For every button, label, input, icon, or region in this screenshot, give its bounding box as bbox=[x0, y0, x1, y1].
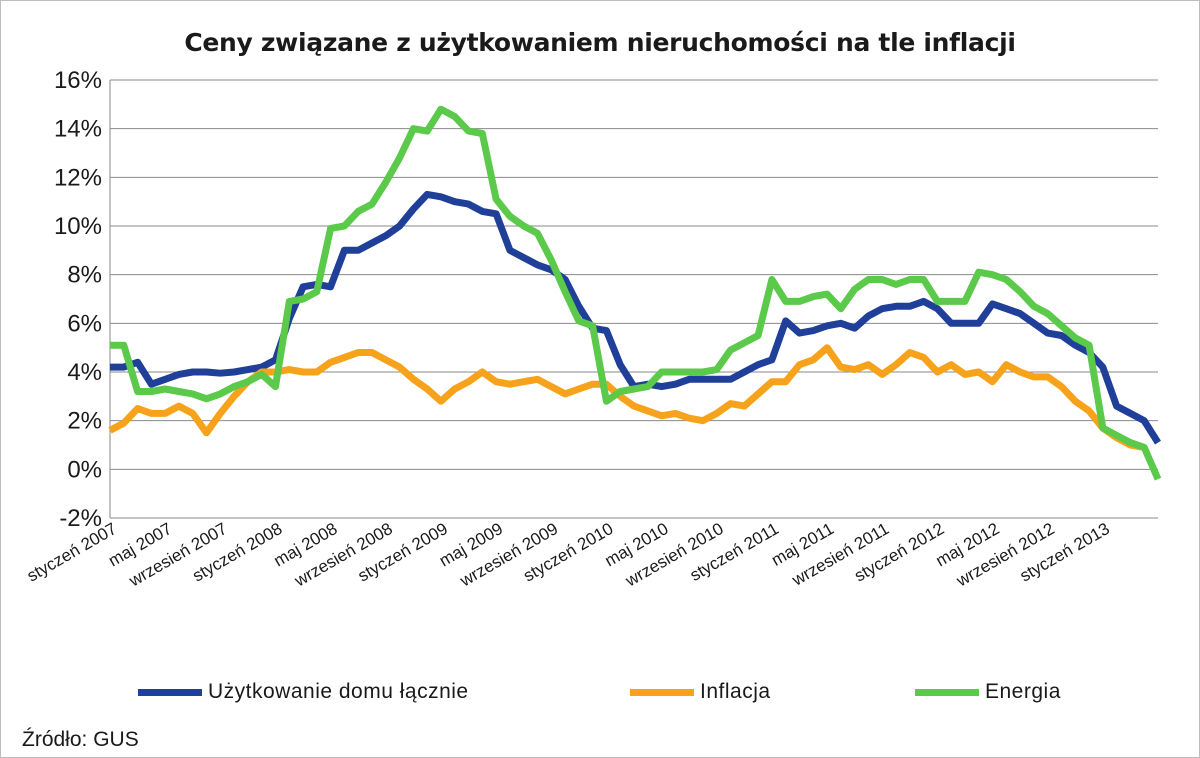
series-line bbox=[108, 344, 1145, 451]
y-tick-label: 14% bbox=[54, 116, 102, 143]
legend-swatch-inflacja bbox=[630, 688, 694, 696]
legend-label-energia: Energia bbox=[985, 680, 1061, 703]
y-tick-label: -2% bbox=[59, 505, 102, 532]
source-note: Źródło: GUS bbox=[22, 728, 139, 751]
y-tick-label: 12% bbox=[54, 164, 102, 191]
y-tick-label: 8% bbox=[67, 262, 102, 289]
legend-swatch-uzytkowanie bbox=[138, 688, 202, 696]
y-tick-label: 10% bbox=[54, 213, 102, 240]
legend-label-uzytkowanie: Użytkowanie domu łącznie bbox=[208, 680, 469, 703]
legend-item-uzytkowanie: Użytkowanie domu łącznie bbox=[138, 680, 469, 704]
legend: Użytkowanie domu łącznie Inflacja Energi… bbox=[0, 680, 1200, 710]
y-tick-label: 6% bbox=[67, 310, 102, 337]
legend-swatch-energia bbox=[915, 688, 979, 696]
y-tick-label: 4% bbox=[67, 359, 102, 386]
legend-item-inflacja: Inflacja bbox=[630, 680, 771, 704]
series-line bbox=[110, 105, 1162, 481]
y-tick-label: 0% bbox=[67, 456, 102, 483]
legend-label-inflacja: Inflacja bbox=[700, 680, 771, 703]
legend-item-energia: Energia bbox=[915, 680, 1061, 704]
y-tick-label: 2% bbox=[67, 408, 102, 435]
chart-title: Ceny związane z użytkowaniem nieruchomoś… bbox=[184, 28, 1016, 57]
y-tick-label: 16% bbox=[54, 67, 102, 94]
